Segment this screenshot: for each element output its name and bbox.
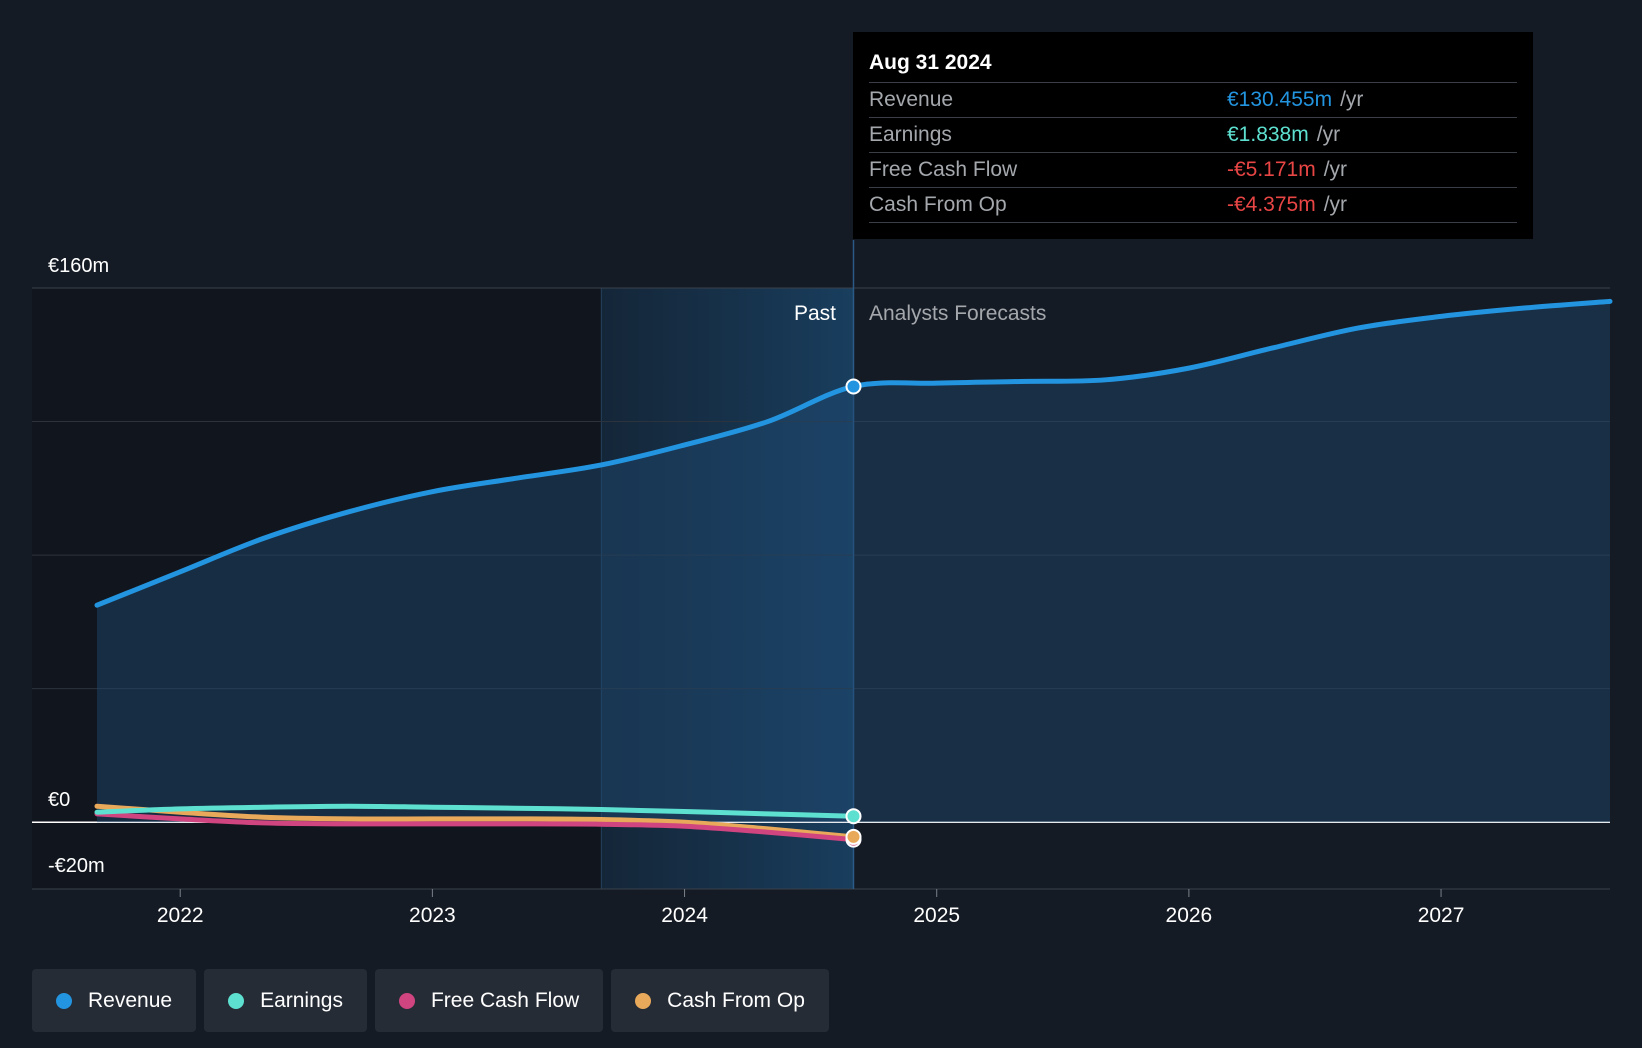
y-label-top: €160m — [48, 255, 109, 277]
chart-background — [32, 288, 854, 889]
tooltip-value: -€5.171m — [1227, 158, 1316, 181]
cash-from-op-line — [94, 803, 856, 840]
legend-dot-icon — [398, 992, 415, 1009]
tooltip-unit: /yr — [1323, 193, 1348, 216]
x-axis-ticks: 2022 2023 2024 2025 2026 2027 — [157, 889, 1465, 927]
markers — [845, 378, 862, 848]
legend-item-revenue[interactable]: Revenue — [32, 969, 197, 1032]
axis-labels: €160m €0 -€20m Past Analysts Forecasts — [48, 255, 1046, 877]
revenue-area — [97, 301, 1610, 823]
tooltip-label: Cash From Op — [869, 193, 1007, 216]
tooltip-unit: /yr — [1340, 88, 1364, 111]
earnings-marker — [845, 808, 862, 825]
revenue-marker — [845, 378, 862, 395]
legend-item-earnings[interactable]: Earnings — [204, 969, 367, 1032]
tooltip-row-revenue: Revenue €130.455m /yr — [869, 83, 1517, 118]
tooltip-row-cash-from-op: Cash From Op -€4.375m /yr — [869, 188, 1517, 223]
tooltip-value: €1.838m — [1227, 123, 1309, 146]
legend-item-cash-from-op[interactable]: Cash From Op — [611, 969, 829, 1032]
tooltip-row-earnings: Earnings €1.838m /yr — [869, 118, 1517, 153]
legend-label: Revenue — [88, 988, 173, 1012]
recent-past-highlight — [601, 288, 854, 889]
cash-from-op-marker — [845, 828, 862, 845]
tooltip-value: -€4.375m — [1227, 193, 1316, 216]
earnings-line — [94, 803, 856, 819]
x-tick-label: 2023 — [409, 904, 456, 927]
legend-dot-icon — [635, 992, 652, 1009]
x-tick-label: 2025 — [913, 904, 960, 927]
y-label-zero: €0 — [48, 789, 70, 811]
tooltip-label: Free Cash Flow — [869, 158, 1018, 181]
past-region — [32, 288, 602, 889]
tooltip-value: €130.455m — [1227, 88, 1333, 111]
legend-label: Earnings — [260, 988, 343, 1012]
legend-dot-icon — [56, 992, 72, 1009]
tooltip-row-free-cash-flow: Free Cash Flow -€5.171m /yr — [869, 153, 1517, 188]
x-tick-label: 2027 — [1418, 904, 1465, 927]
legend-dot-icon — [228, 992, 245, 1009]
forecast-label: Analysts Forecasts — [869, 302, 1046, 325]
tooltip-unit: /yr — [1323, 158, 1348, 181]
revenue-area-fill — [97, 301, 1610, 823]
tooltip-label: Revenue — [869, 88, 954, 111]
x-tick-label: 2026 — [1166, 904, 1213, 927]
legend-item-free-cash-flow[interactable]: Free Cash Flow — [374, 969, 604, 1032]
past-label: Past — [794, 302, 836, 325]
tooltip-unit: /yr — [1316, 123, 1341, 146]
legend-label: Cash From Op — [667, 988, 805, 1012]
y-label-bottom: -€20m — [48, 855, 105, 877]
free-cash-flow-line — [94, 811, 856, 843]
tooltip-date: Aug 31 2024 — [869, 46, 1517, 83]
legend-label: Free Cash Flow — [430, 988, 580, 1012]
x-tick-label: 2024 — [661, 904, 708, 927]
tooltip: Aug 31 2024 Revenue €130.455m /yr Earnin… — [853, 32, 1533, 239]
x-tick-label: 2022 — [157, 904, 204, 927]
tooltip-label: Earnings — [869, 123, 952, 146]
legend: Revenue Earnings Free Cash Flow Cash Fro… — [32, 969, 829, 1032]
